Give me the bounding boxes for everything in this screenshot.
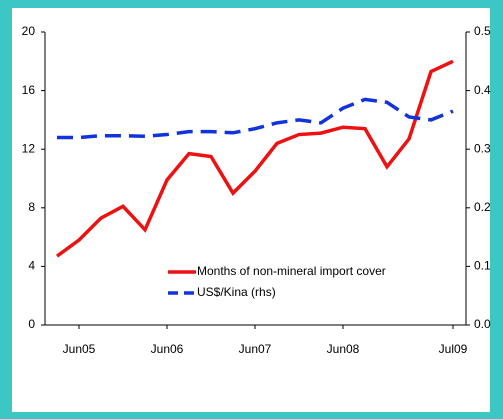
y2-tick-label: 0.0 [474,317,491,331]
y-tick-label: 8 [28,200,35,214]
y-tick-label: 16 [22,83,36,97]
y2-tick-label: 0.4 [474,83,491,97]
legend-label: US$/Kina (rhs) [197,285,276,299]
series-line [55,59,454,258]
y-tick-label: 0 [28,317,35,331]
x-tick-label: Jun06 [151,342,184,356]
y-tick-label: 12 [22,141,36,155]
x-tick-label: Jun07 [239,342,272,356]
legend-label: Months of non-mineral import cover [197,264,386,278]
x-tick-label: Jul09 [439,342,468,356]
y-tick-label: 20 [22,24,36,38]
series-line [57,97,454,140]
x-tick-label: Jun08 [327,342,360,356]
y2-tick-label: 0.3 [474,141,491,155]
y2-tick-label: 0.1 [474,259,491,273]
y2-tick-label: 0.2 [474,200,491,214]
chart-panel [12,8,490,412]
y-tick-label: 4 [28,259,35,273]
x-tick-label: Jun05 [63,342,96,356]
y2-tick-label: 0.5 [474,24,491,38]
